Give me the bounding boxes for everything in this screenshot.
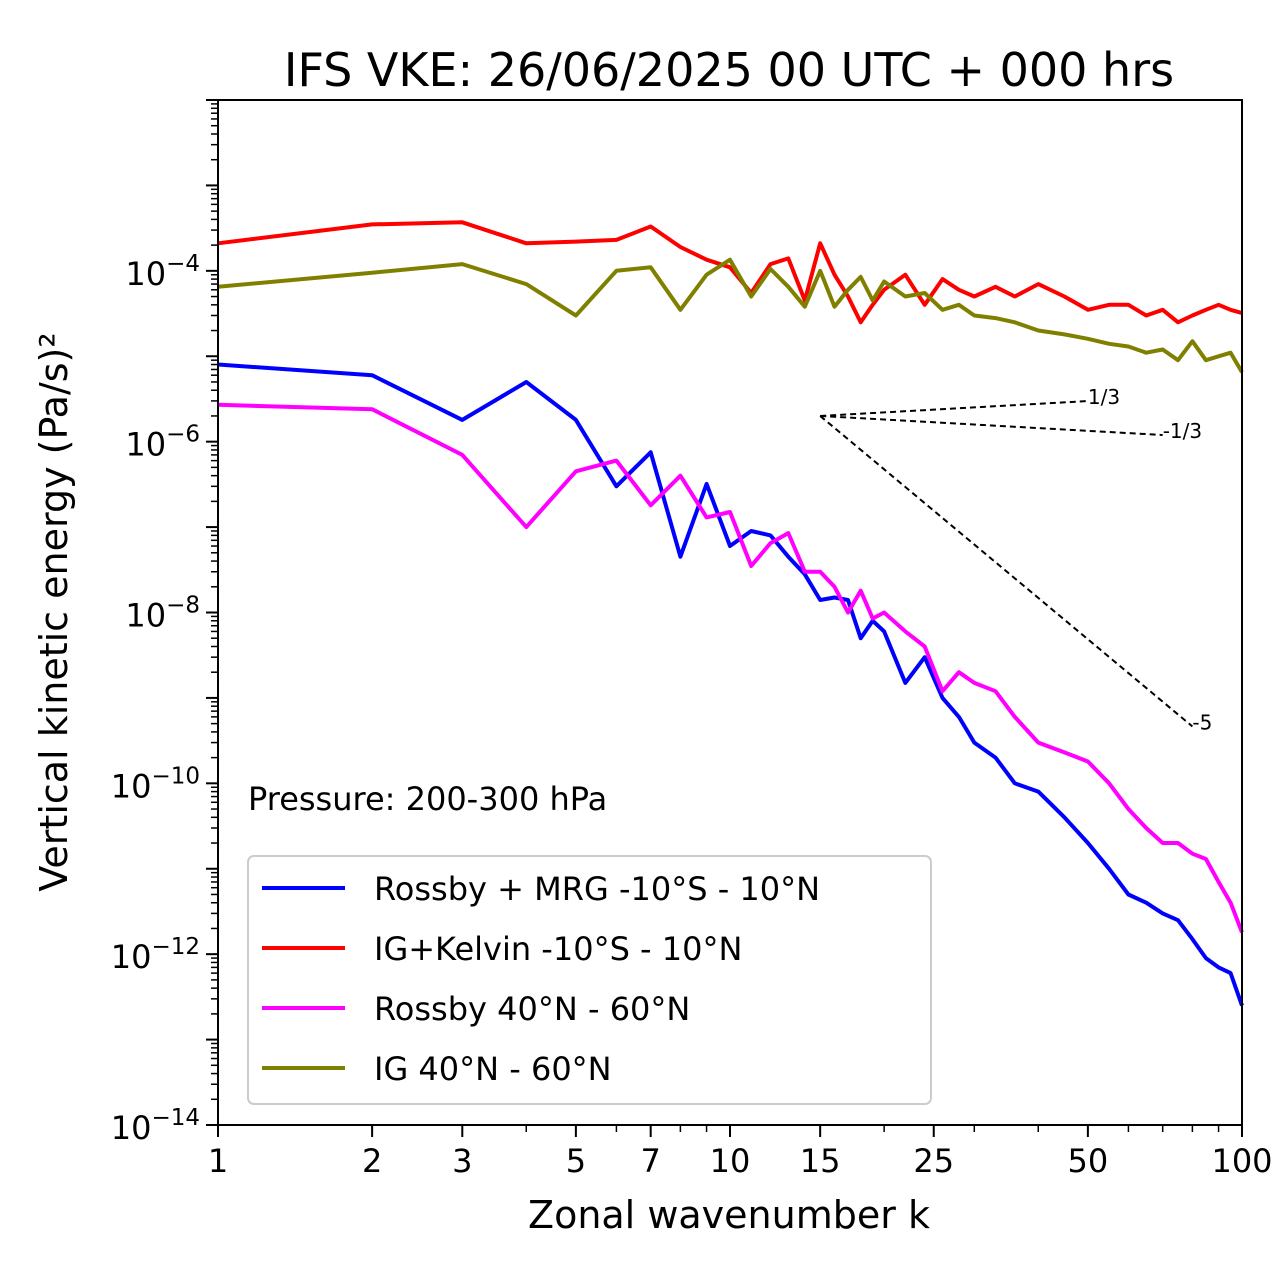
x-tick-label: 100 bbox=[1211, 1142, 1272, 1180]
y-axis-label: Vertical kinetic energy (Pa/s)² bbox=[32, 332, 76, 891]
legend-label-2: Rossby 40°N - 60°N bbox=[374, 990, 690, 1028]
y-tick-label: 10−6 bbox=[125, 422, 200, 464]
x-tick-label: 10 bbox=[710, 1142, 751, 1180]
x-tick-label: 5 bbox=[566, 1142, 586, 1180]
legend-label-0: Rossby + MRG -10°S - 10°N bbox=[374, 870, 820, 908]
reference-line-0 bbox=[820, 400, 1088, 417]
reference-line-2 bbox=[819, 415, 1194, 728]
x-tick-label: 3 bbox=[452, 1142, 472, 1180]
x-tick-label: 1 bbox=[208, 1142, 228, 1180]
y-tick-label: 10−12 bbox=[111, 934, 200, 976]
y-tick-label: 10−10 bbox=[111, 763, 200, 805]
y-tick-label: 10−4 bbox=[125, 251, 200, 293]
legend-box bbox=[247, 855, 932, 1105]
y-tick-label: 10−8 bbox=[125, 593, 200, 635]
x-tick-label: 2 bbox=[362, 1142, 382, 1180]
x-tick-label: 50 bbox=[1068, 1142, 1109, 1180]
reference-label-2: -5 bbox=[1192, 710, 1212, 734]
y-axis: 10−4 10−6 10−8 10−10 10−12 10−14 bbox=[111, 99, 218, 1147]
legend-label-1: IG+Kelvin -10°S - 10°N bbox=[374, 930, 742, 968]
reference-label-0: 1/3 bbox=[1088, 385, 1120, 409]
y-tick-label: 10−14 bbox=[111, 1105, 200, 1147]
x-tick-label: 7 bbox=[641, 1142, 661, 1180]
series-line-3 bbox=[217, 257, 1244, 374]
x-tick-label: 15 bbox=[800, 1142, 841, 1180]
reference-label-1: -1/3 bbox=[1163, 419, 1202, 443]
x-axis-label: Zonal wavenumber k bbox=[528, 1193, 930, 1237]
x-tick-label: 25 bbox=[913, 1142, 954, 1180]
series-line-0 bbox=[217, 362, 1244, 1007]
legend: Rossby + MRG -10°S - 10°N IG+Kelvin -10°S… bbox=[247, 855, 932, 1105]
x-axis: 1 2 3 5 7 10 15 25 50 100 bbox=[208, 1125, 1273, 1180]
series-line-1 bbox=[217, 220, 1243, 325]
reference-slopes: 1/3 -1/3 -5 bbox=[819, 385, 1212, 734]
series-lines bbox=[217, 220, 1244, 1007]
reference-line-1 bbox=[820, 414, 1163, 436]
series-line-2 bbox=[217, 402, 1244, 934]
pressure-annotation: Pressure: 200-300 hPa bbox=[248, 780, 607, 818]
legend-label-3: IG 40°N - 60°N bbox=[374, 1050, 612, 1088]
chart-title: IFS VKE: 26/06/2025 00 UTC + 000 hrs bbox=[284, 43, 1174, 97]
